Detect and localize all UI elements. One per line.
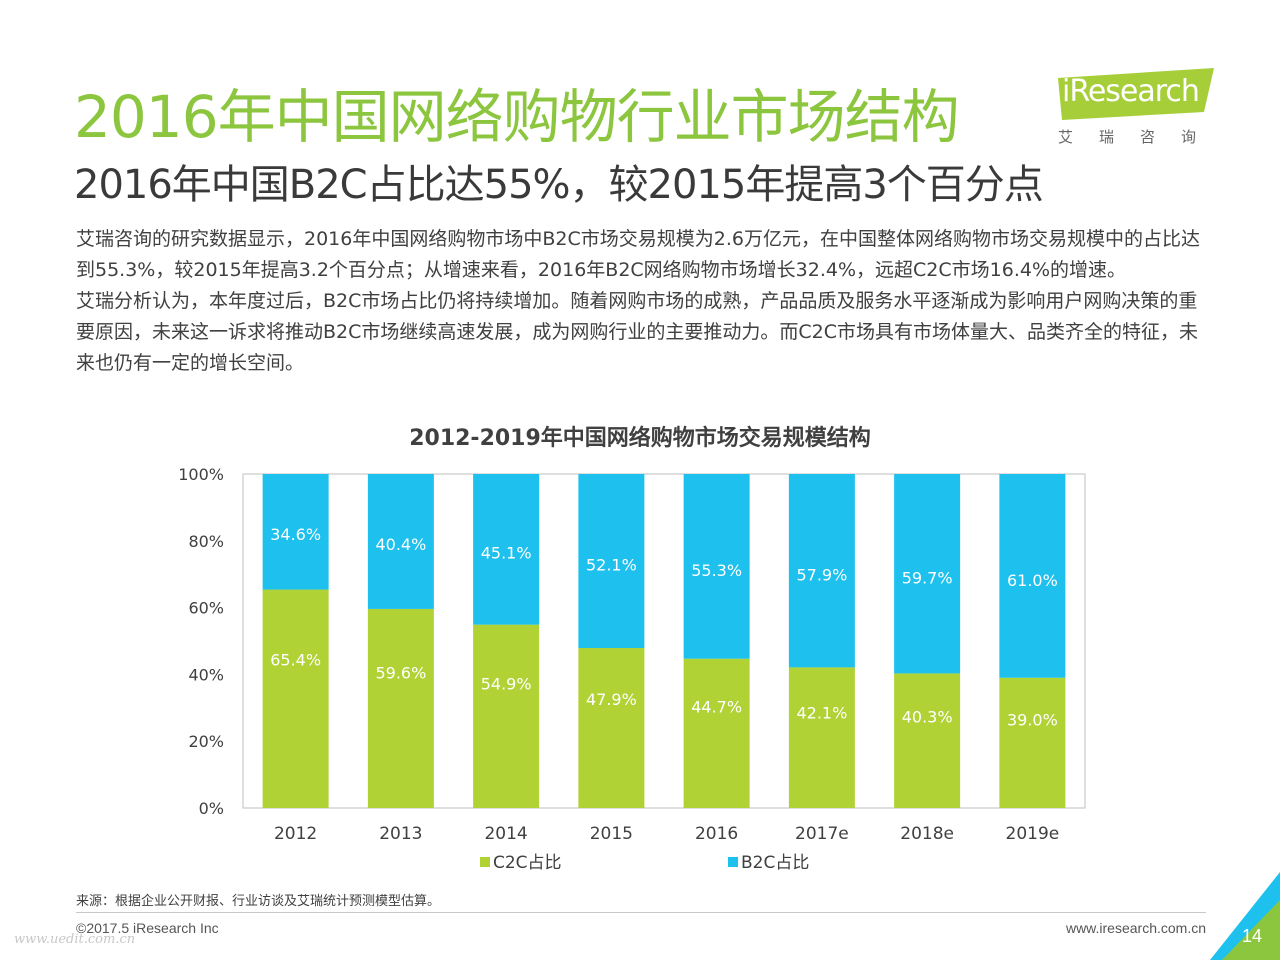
data-label-c2c: 65.4% [270, 650, 321, 669]
bar-c2c [683, 658, 750, 808]
x-tick-label: 2013 [379, 824, 422, 844]
x-tick-label: 2016 [695, 824, 738, 844]
bar-c2c [788, 667, 855, 808]
bar-c2c [578, 648, 645, 808]
website-link[interactable]: www.iresearch.com.cn [1065, 920, 1206, 936]
bar-c2c [367, 608, 434, 808]
data-label-c2c: 40.3% [902, 707, 953, 726]
logo-badge-shape [1058, 68, 1214, 120]
copyright: ©2017.5 iResearch Inc [76, 920, 219, 936]
x-tick-label: 2015 [590, 824, 633, 844]
data-label-c2c: 54.9% [481, 674, 532, 693]
page-title: 2016年中国网络购物行业市场结构 [74, 83, 960, 151]
legend-swatch-c2c [480, 857, 490, 867]
bar-b2c [683, 474, 750, 659]
data-label-c2c: 59.6% [375, 664, 426, 683]
y-tick-label: 0% [199, 799, 224, 818]
watermark: www.uedit.com.cn [14, 932, 136, 947]
x-tick-label: 2012 [274, 824, 317, 844]
logo-sub-text: 艾瑞咨询 [1058, 128, 1223, 146]
chart-title: 2012-2019年中国网络购物市场交易规模结构 [409, 426, 871, 451]
x-tick-label: 2018e [900, 824, 954, 844]
data-label-c2c: 42.1% [796, 703, 847, 722]
legend-label-c2c: C2C占比 [493, 853, 562, 873]
bar-b2c [473, 474, 540, 625]
page-number: 14 [1242, 926, 1263, 946]
y-tick-label: 40% [188, 665, 224, 684]
data-label-b2c: 40.4% [375, 535, 426, 554]
footer-divider [76, 912, 1206, 913]
plot-frame [242, 473, 1086, 809]
page-subtitle: 2016年中国B2C占比达55%，较2015年提高3个百分点 [74, 162, 1044, 208]
bar-b2c [262, 474, 329, 590]
body-text: 艾瑞咨询的研究数据显示，2016年中国网络购物市场中B2C市场交易规模为2.6万… [76, 224, 1206, 379]
y-tick-label: 100% [178, 465, 224, 484]
data-label-b2c: 45.1% [481, 543, 532, 562]
bar-b2c [788, 474, 855, 668]
data-label-b2c: 52.1% [586, 555, 637, 574]
data-label-c2c: 39.0% [1007, 710, 1058, 729]
y-tick-label: 60% [188, 599, 224, 618]
bar-b2c [367, 474, 434, 609]
source-note: 来源：根据企业公开财报、行业访谈及艾瑞统计预测模型估算。 [76, 894, 441, 909]
y-tick-label: 20% [188, 732, 224, 751]
x-tick-label: 2014 [484, 824, 527, 844]
bar-c2c [262, 589, 329, 808]
data-label-b2c: 57.9% [796, 566, 847, 585]
stacked-bar-chart: 0% 20% 40% 60% 80% 100% 65.4% 34.6% 2012 59.6% 40.… [178, 465, 1086, 873]
bar-b2c [578, 474, 645, 649]
iresearch-logo: iResearch 艾瑞咨询 [1058, 68, 1218, 148]
x-tick-label: 2017e [795, 824, 849, 844]
logo-brand-text: iResearch [1062, 74, 1200, 109]
bar-c2c [894, 673, 961, 808]
legend-swatch-b2c [728, 857, 738, 867]
x-tick-label: 2019e [1006, 824, 1060, 844]
data-label-b2c: 55.3% [691, 561, 742, 580]
legend-label-b2c: B2C占比 [741, 853, 809, 873]
body-paragraph-2: 艾瑞分析认为，本年度过后，B2C市场占比仍将持续增加。随着网购市场的成熟，产品品… [76, 290, 1199, 374]
data-label-c2c: 47.9% [586, 690, 637, 709]
body-paragraph-1: 艾瑞咨询的研究数据显示，2016年中国网络购物市场中B2C市场交易规模为2.6万… [76, 228, 1200, 281]
data-label-b2c: 61.0% [1007, 571, 1058, 590]
page-corner-shape [1210, 872, 1280, 960]
bar-b2c [999, 474, 1066, 678]
data-label-c2c: 44.7% [691, 697, 742, 716]
bar-c2c [473, 624, 540, 808]
y-tick-label: 80% [188, 532, 224, 551]
bar-b2c [894, 474, 961, 674]
data-label-b2c: 34.6% [270, 525, 321, 544]
data-label-b2c: 59.7% [902, 569, 953, 588]
bar-c2c [999, 677, 1066, 808]
